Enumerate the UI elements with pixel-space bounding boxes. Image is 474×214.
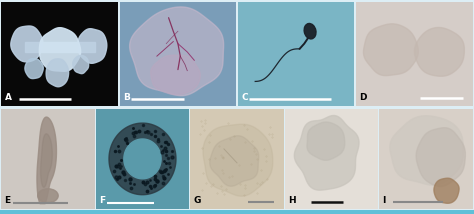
Polygon shape	[37, 117, 56, 204]
Text: A: A	[5, 93, 12, 102]
Text: I: I	[382, 196, 386, 205]
Polygon shape	[46, 59, 69, 87]
Polygon shape	[151, 55, 201, 95]
Text: C: C	[241, 93, 248, 102]
Text: H: H	[288, 196, 295, 205]
Polygon shape	[25, 42, 95, 52]
Ellipse shape	[38, 189, 58, 203]
Polygon shape	[109, 123, 176, 195]
Polygon shape	[364, 24, 419, 76]
Polygon shape	[203, 124, 273, 196]
Polygon shape	[414, 27, 465, 76]
Polygon shape	[39, 28, 81, 71]
Polygon shape	[434, 178, 459, 203]
Polygon shape	[416, 128, 465, 186]
Polygon shape	[41, 134, 52, 187]
Polygon shape	[78, 29, 107, 63]
Text: B: B	[123, 93, 130, 102]
Polygon shape	[294, 116, 359, 190]
Polygon shape	[130, 7, 224, 96]
Polygon shape	[25, 59, 43, 79]
Text: E: E	[4, 196, 10, 205]
Polygon shape	[73, 55, 89, 74]
Polygon shape	[11, 26, 43, 62]
Polygon shape	[307, 122, 345, 160]
Text: D: D	[359, 93, 367, 102]
Ellipse shape	[304, 24, 316, 39]
Text: G: G	[193, 196, 201, 205]
Text: F: F	[99, 196, 105, 205]
Polygon shape	[210, 136, 259, 186]
Polygon shape	[390, 116, 464, 185]
Polygon shape	[124, 139, 161, 179]
